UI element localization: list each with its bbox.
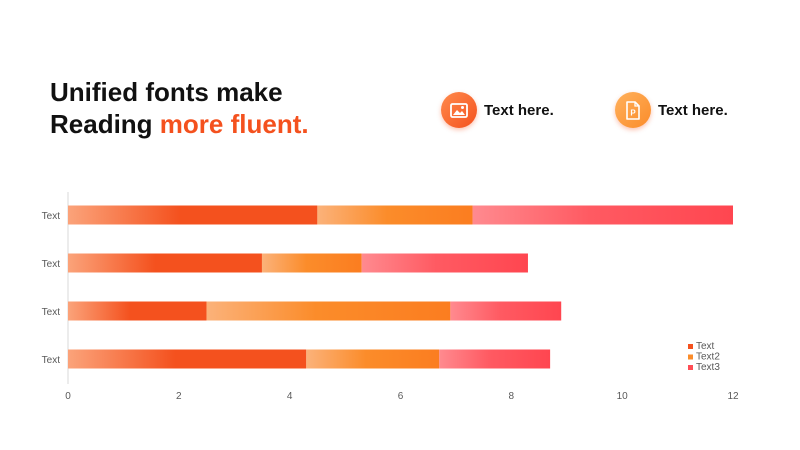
bar-segment-row4-series2: [306, 349, 440, 369]
bar-segment-row2-series2: [261, 253, 362, 273]
document-icon: P: [615, 92, 651, 128]
title-line-1: Unified fonts make: [50, 77, 283, 107]
badge-document: P Text here.: [615, 92, 728, 128]
bar-segment-row4-series1: [68, 349, 307, 369]
badge-image: Text here.: [441, 92, 554, 128]
legend-label: Text: [696, 341, 715, 352]
y-tick-label: Text: [42, 355, 61, 366]
y-tick-label: Text: [42, 259, 61, 270]
x-tick-labels: 0 2 4 6 8 10 12: [65, 391, 739, 402]
bars: [68, 205, 733, 369]
bar-segment-row3-series2: [206, 301, 451, 321]
document-icon-glyph: P: [630, 108, 636, 117]
x-tick-label: 0: [65, 391, 71, 402]
legend-swatch: [688, 344, 693, 349]
y-tick-label: Text: [42, 211, 61, 222]
x-tick-label: 4: [287, 391, 293, 402]
bar-segment-row1-series2: [317, 205, 473, 225]
bar-segment-row2-series1: [68, 253, 262, 273]
legend-swatch: [688, 365, 693, 370]
title-line-2-accent: more fluent.: [159, 109, 309, 139]
x-tick-label: 2: [176, 391, 182, 402]
image-icon: [441, 92, 477, 128]
legend-label: Text3: [696, 362, 720, 373]
x-tick-label: 6: [398, 391, 404, 402]
badge-label: Text here.: [658, 101, 728, 119]
y-tick-labels: Text Text Text Text: [42, 211, 61, 366]
bar-segment-row1-series3: [472, 205, 733, 225]
y-tick-label: Text: [42, 307, 61, 318]
bar-segment-row3-series3: [450, 301, 562, 321]
x-tick-label: 8: [509, 391, 515, 402]
x-tick-label: 10: [617, 391, 629, 402]
bar-segment-row3-series1: [68, 301, 207, 321]
title-line-2-plain: Reading: [50, 109, 160, 139]
bar-segment-row2-series3: [361, 253, 528, 273]
legend-swatch: [688, 354, 693, 360]
badge-label: Text here.: [484, 101, 554, 119]
x-tick-label: 12: [727, 391, 739, 402]
legend-label: Text2: [696, 352, 720, 363]
bar-segment-row1-series1: [68, 205, 318, 225]
page-title: Unified fonts make Reading more fluent.: [50, 76, 309, 140]
bar-segment-row4-series3: [439, 349, 551, 369]
